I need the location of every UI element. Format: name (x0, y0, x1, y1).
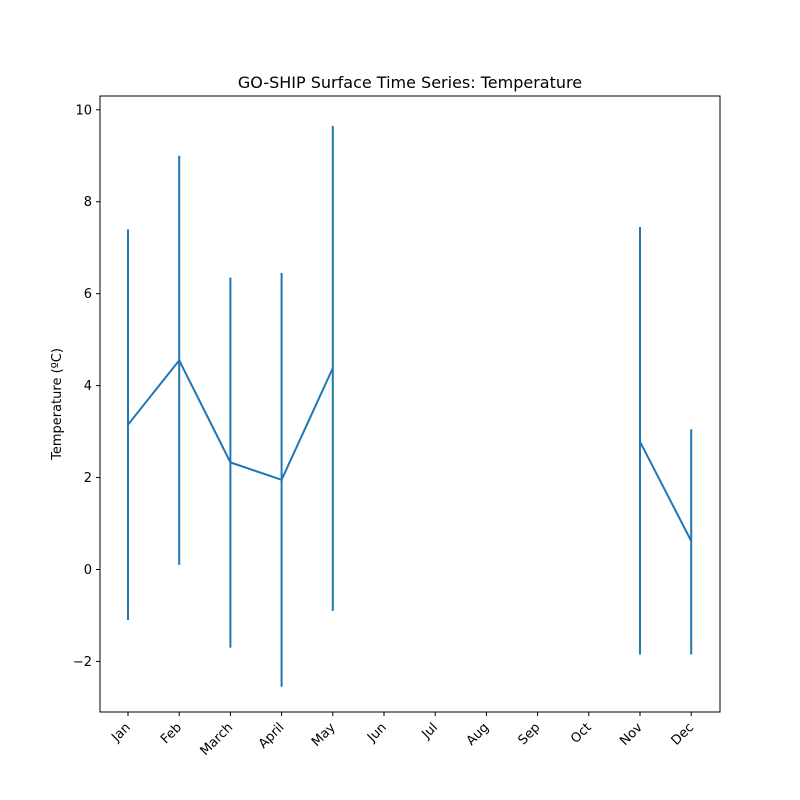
x-tick-label: Jul (419, 720, 441, 742)
x-tick-label: Dec (669, 720, 697, 748)
x-tick-label: Nov (617, 720, 646, 749)
x-tick-label: March (198, 720, 237, 759)
x-tick-label: Aug (464, 720, 493, 749)
y-tick-label: 10 (75, 103, 92, 118)
y-tick-label: 4 (84, 379, 92, 394)
x-tick-label: Jan (108, 720, 133, 745)
plot-frame (99, 95, 721, 713)
y-tick-label: 6 (84, 287, 92, 302)
y-tick-label: 2 (84, 471, 92, 486)
x-tick-label: April (256, 720, 288, 752)
y-axis-label: Temperature (ºC) (50, 348, 65, 461)
chart-title: GO-SHIP Surface Time Series: Temperature (238, 73, 582, 92)
x-tick-label: Jun (364, 720, 390, 746)
x-tick-label: May (309, 720, 339, 750)
y-tick-label: 8 (84, 195, 92, 210)
y-tick-label: −2 (73, 655, 92, 670)
plot-area: −2 0 2 4 6 8 10 Jan Feb March April May Jun Jul Aug Sep… (73, 95, 721, 759)
series-line (639, 441, 693, 542)
x-tick-label: Oct (568, 720, 595, 747)
y-tick-label: 0 (84, 563, 92, 578)
x-tick-label: Feb (158, 720, 185, 747)
x-tick-label: Sep (515, 720, 543, 748)
